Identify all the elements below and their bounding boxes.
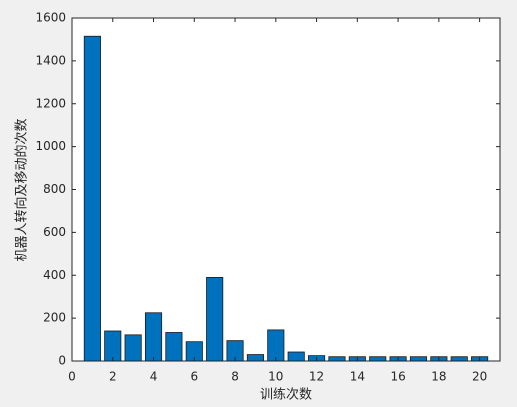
x-tick-label: 16: [390, 370, 405, 384]
y-tick-label: 1600: [35, 11, 66, 25]
bar: [165, 332, 183, 362]
y-tick-label: 1400: [35, 53, 66, 67]
bar: [328, 356, 346, 362]
y-tick-label: 600: [43, 225, 66, 239]
x-tick-label: 14: [350, 370, 365, 384]
bar: [450, 356, 468, 362]
x-axis-label: 训练次数: [260, 387, 312, 403]
bar: [206, 276, 224, 362]
bar: [287, 351, 305, 362]
y-tick-label: 1200: [35, 96, 66, 110]
x-tick-label: 2: [109, 370, 117, 384]
bar: [144, 312, 163, 362]
x-tick-label: 12: [309, 370, 324, 384]
x-tick-label: 4: [150, 370, 158, 384]
y-tick-label: 800: [43, 182, 66, 196]
x-tick-label: 8: [231, 370, 239, 384]
bar: [124, 334, 142, 362]
y-axis-label: 机器人转向及移动的次数: [14, 118, 30, 261]
bar: [409, 356, 428, 362]
bar: [83, 35, 101, 362]
x-tick-label: 20: [472, 370, 487, 384]
x-tick-label: 18: [431, 370, 446, 384]
plot-area: [71, 17, 501, 362]
bar: [104, 330, 122, 362]
bar: [267, 329, 285, 362]
bar: [369, 356, 387, 362]
x-tick-label: 6: [190, 370, 198, 384]
y-tick-label: 400: [43, 268, 66, 282]
y-tick-label: 200: [43, 311, 66, 325]
x-tick-label: 0: [68, 370, 76, 384]
x-tick-label: 10: [268, 370, 283, 384]
y-tick-label: 1000: [35, 139, 66, 153]
y-tick-label: 0: [58, 354, 66, 368]
bar: [246, 354, 264, 362]
